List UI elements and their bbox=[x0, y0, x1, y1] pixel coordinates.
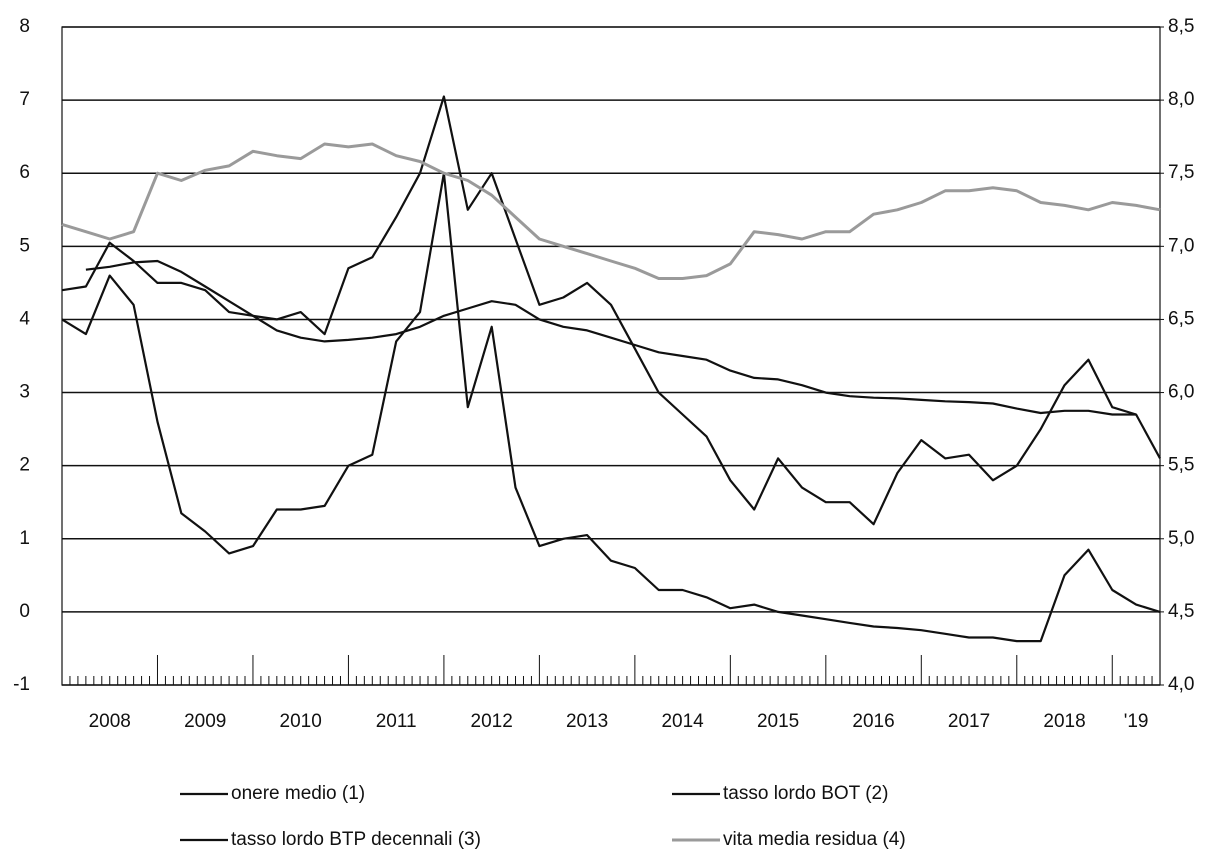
y2-tick-label: 8,0 bbox=[1168, 89, 1194, 110]
y-tick-label: 3 bbox=[19, 382, 30, 403]
series-line bbox=[85, 259, 1137, 416]
y-tick-label: 6 bbox=[19, 162, 30, 183]
y2-tick-label: 6,5 bbox=[1168, 308, 1194, 329]
series-line bbox=[61, 95, 1161, 526]
y2-tick-label: 7,5 bbox=[1168, 162, 1194, 183]
legend-label: tasso lordo BTP decennali (3) bbox=[231, 829, 481, 850]
y2-tick-label: 6,0 bbox=[1168, 382, 1194, 403]
x-tick-label: 2017 bbox=[948, 711, 990, 732]
y2-tick-label: 4,0 bbox=[1168, 674, 1194, 695]
x-tick-label: 2018 bbox=[1043, 711, 1085, 732]
series-line bbox=[61, 172, 1161, 643]
y-tick-label: 2 bbox=[19, 455, 30, 476]
y-tick-label: 4 bbox=[19, 308, 30, 329]
x-tick-label: '19 bbox=[1124, 711, 1149, 732]
x-tick-label: 2016 bbox=[852, 711, 894, 732]
x-tick-label: 2015 bbox=[757, 711, 799, 732]
y-tick-label: 0 bbox=[19, 601, 30, 622]
legend-label: tasso lordo BOT (2) bbox=[723, 783, 888, 804]
y2-tick-label: 5,0 bbox=[1168, 528, 1194, 549]
y-tick-label: 8 bbox=[19, 16, 30, 37]
x-tick-label: 2009 bbox=[184, 711, 226, 732]
y2-tick-label: 7,0 bbox=[1168, 235, 1194, 256]
x-tick-label: 2014 bbox=[661, 711, 704, 732]
x-tick-label: 2008 bbox=[89, 711, 131, 732]
legend-label: vita media residua (4) bbox=[723, 829, 906, 850]
y-tick-label: 5 bbox=[19, 235, 30, 256]
x-tick-label: 2011 bbox=[376, 711, 417, 732]
plot-frame bbox=[61, 26, 1161, 686]
x-tick-label: 2012 bbox=[471, 711, 513, 732]
series-line bbox=[61, 142, 1161, 280]
y2-tick-label: 4,5 bbox=[1168, 601, 1194, 622]
legend-label: onere medio (1) bbox=[231, 783, 365, 804]
x-tick-label: 2013 bbox=[566, 711, 608, 732]
y-tick-label: 1 bbox=[19, 528, 30, 549]
y2-tick-label: 5,5 bbox=[1168, 455, 1194, 476]
y-tick-label: 7 bbox=[19, 89, 30, 110]
y2-tick-label: 8,5 bbox=[1168, 16, 1194, 37]
x-tick-label: 2010 bbox=[280, 711, 322, 732]
y-tick-label: -1 bbox=[13, 674, 30, 695]
